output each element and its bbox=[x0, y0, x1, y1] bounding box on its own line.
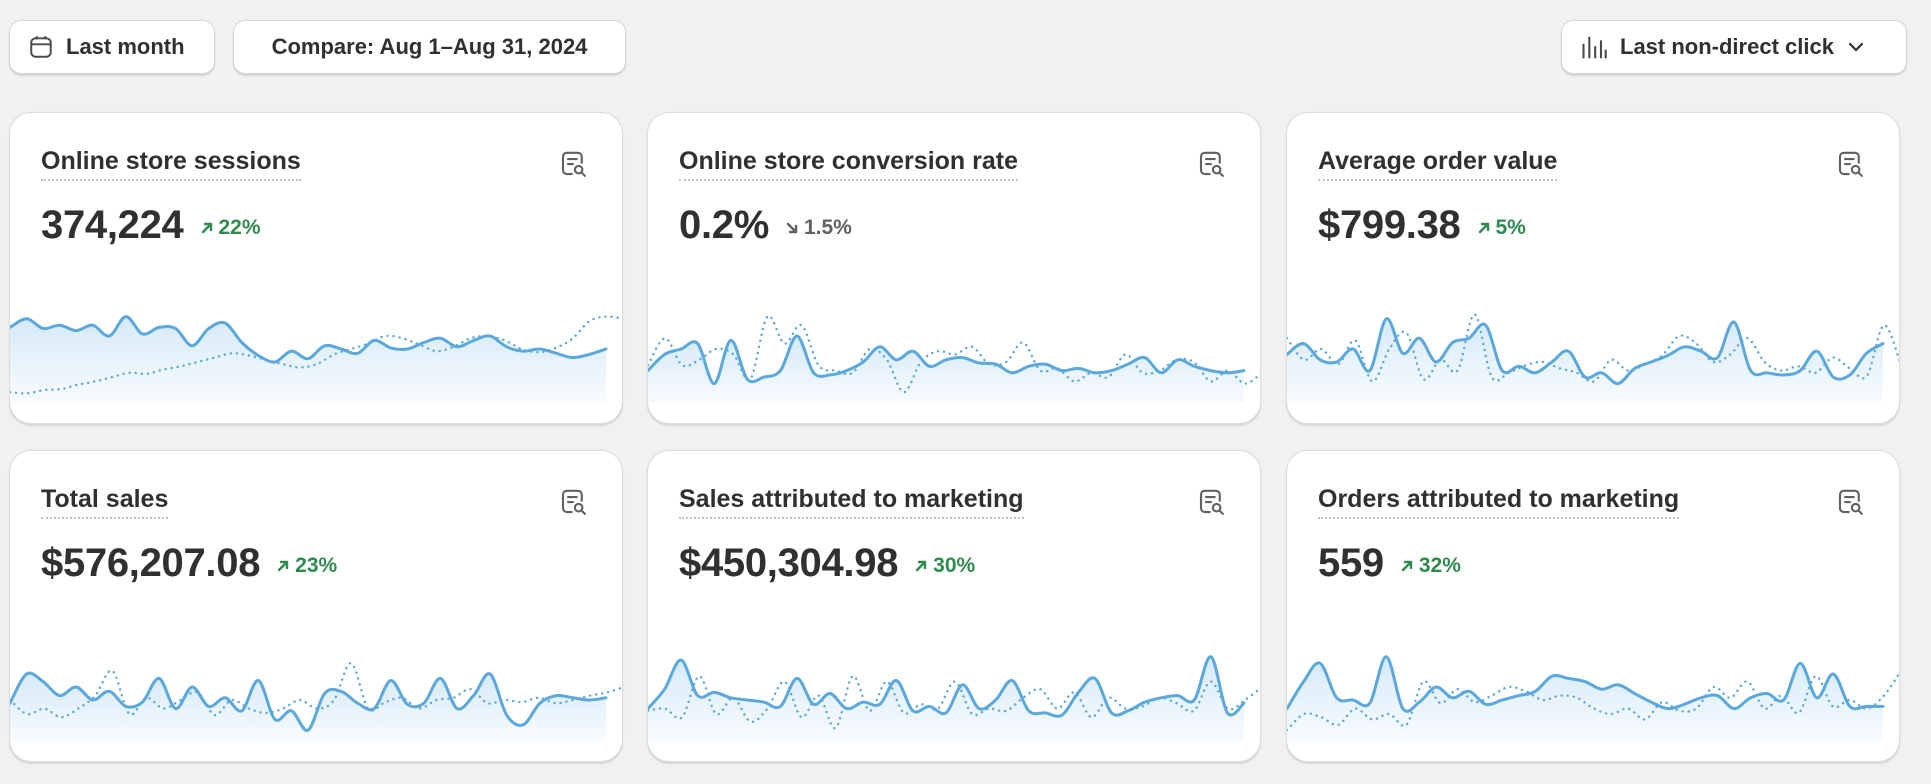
metric-value: $799.38 bbox=[1318, 203, 1461, 247]
report-search-icon[interactable] bbox=[558, 149, 588, 179]
metric-title[interactable]: Orders attributed to marketing bbox=[1318, 485, 1680, 519]
metric-title[interactable]: Total sales bbox=[41, 485, 169, 519]
metric-delta: 1.5% bbox=[785, 212, 852, 240]
toolbar: Last month Compare: Aug 1–Aug 31, 2024 L… bbox=[0, 0, 1931, 100]
calendar-icon bbox=[30, 36, 52, 58]
bar-chart-icon bbox=[1582, 36, 1607, 59]
metric-title[interactable]: Online store conversion rate bbox=[679, 147, 1018, 181]
metric-card-5[interactable]: Sales attributed to marketing $450,304.9… bbox=[647, 450, 1261, 762]
metric-row: $450,304.98 30% bbox=[679, 541, 975, 586]
report-search-icon[interactable] bbox=[1835, 149, 1865, 179]
report-search-icon[interactable] bbox=[558, 487, 588, 517]
sparkline-chart bbox=[648, 655, 1260, 741]
compare-range-button[interactable]: Compare: Aug 1–Aug 31, 2024 bbox=[233, 20, 626, 74]
metric-card-1[interactable]: Online store sessions 374,224 22% bbox=[9, 112, 623, 424]
date-range-label: Last month bbox=[66, 34, 185, 59]
report-search-icon[interactable] bbox=[1196, 149, 1226, 179]
metric-delta: 5% bbox=[1477, 212, 1526, 240]
metric-delta: 23% bbox=[276, 550, 337, 578]
metric-row: $576,207.08 23% bbox=[41, 541, 337, 586]
metric-delta: 32% bbox=[1400, 550, 1461, 578]
comparison-series-line bbox=[648, 674, 1260, 730]
metric-card-3[interactable]: Average order value $799.38 5% bbox=[1286, 112, 1900, 424]
metric-delta-value: 32% bbox=[1418, 553, 1461, 577]
current-series-line bbox=[10, 671, 608, 732]
arrow-up-right-icon bbox=[201, 222, 212, 233]
arrow-down-right-icon bbox=[786, 222, 798, 233]
sparkline-chart bbox=[10, 662, 622, 741]
metric-title[interactable]: Sales attributed to marketing bbox=[679, 485, 1024, 519]
current-series-line bbox=[1287, 317, 1885, 386]
current-series-line bbox=[1287, 655, 1885, 713]
comparison-series-line bbox=[1287, 313, 1899, 383]
metric-title[interactable]: Online store sessions bbox=[41, 147, 301, 181]
chevron-down-icon bbox=[1848, 42, 1864, 52]
compare-range-label: Compare: Aug 1–Aug 31, 2024 bbox=[271, 34, 588, 59]
metric-card-2[interactable]: Online store conversion rate 0.2% 1.5% bbox=[647, 112, 1261, 424]
comparison-series-line bbox=[10, 662, 622, 719]
metric-delta-value: 22% bbox=[218, 215, 261, 239]
metric-card-6[interactable]: Orders attributed to marketing 559 32% bbox=[1286, 450, 1900, 762]
sparkline-chart bbox=[10, 315, 622, 403]
metric-value: 559 bbox=[1318, 541, 1384, 585]
attribution-model-button[interactable]: Last non-direct click bbox=[1561, 20, 1907, 74]
metric-value: 374,224 bbox=[41, 203, 184, 247]
metric-row: 559 32% bbox=[1318, 541, 1461, 586]
metric-delta: 30% bbox=[914, 550, 975, 578]
sparkline-chart bbox=[1287, 655, 1899, 741]
comparison-series-line bbox=[10, 315, 622, 395]
comparison-series-line bbox=[1287, 671, 1899, 732]
attribution-model-label: Last non-direct click bbox=[1620, 34, 1834, 59]
metric-delta-value: 1.5% bbox=[803, 215, 852, 239]
date-range-button[interactable]: Last month bbox=[9, 20, 215, 74]
arrow-up-right-icon bbox=[1401, 560, 1413, 571]
arrow-up-right-icon bbox=[915, 560, 927, 571]
current-series-line bbox=[648, 655, 1246, 718]
arrow-up-right-icon bbox=[277, 560, 289, 571]
series-area bbox=[648, 656, 1244, 741]
metric-delta: 22% bbox=[200, 212, 261, 240]
metric-row: 0.2% 1.5% bbox=[679, 203, 852, 248]
series-area bbox=[1287, 318, 1883, 403]
comparison-series-line bbox=[648, 314, 1260, 394]
sparkline-chart bbox=[1287, 313, 1899, 403]
arrow-up-right-icon bbox=[1478, 222, 1489, 233]
metric-delta-value: 5% bbox=[1495, 215, 1526, 239]
metric-row: 374,224 22% bbox=[41, 203, 261, 248]
report-search-icon[interactable] bbox=[1196, 487, 1226, 517]
report-search-icon[interactable] bbox=[1835, 487, 1865, 517]
current-series-line bbox=[10, 315, 608, 364]
series-area bbox=[648, 335, 1244, 403]
metric-card-4[interactable]: Total sales $576,207.08 23% bbox=[9, 450, 623, 762]
series-area bbox=[10, 673, 606, 741]
metric-delta-value: 30% bbox=[933, 553, 976, 577]
sparkline-chart bbox=[648, 314, 1260, 403]
series-area bbox=[1287, 656, 1883, 741]
metric-delta-value: 23% bbox=[295, 553, 338, 577]
metric-value: $450,304.98 bbox=[679, 541, 899, 585]
metric-row: $799.38 5% bbox=[1318, 203, 1526, 248]
metric-value: 0.2% bbox=[679, 203, 769, 247]
metric-value: $576,207.08 bbox=[41, 541, 261, 585]
metric-title[interactable]: Average order value bbox=[1318, 147, 1558, 181]
